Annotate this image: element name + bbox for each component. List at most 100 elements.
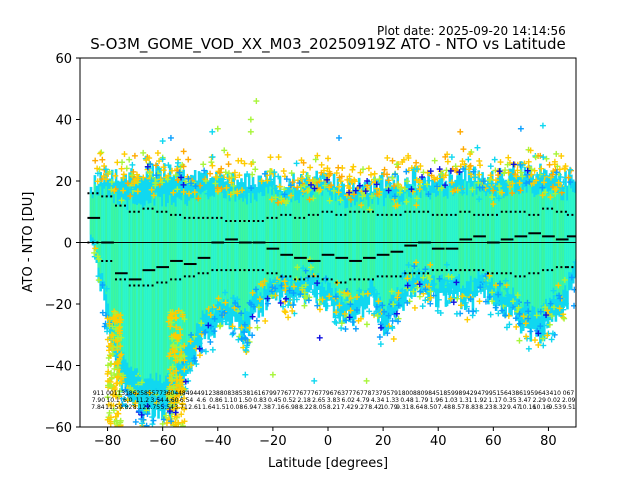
scatter-point [296,189,303,196]
scatter-point [127,186,134,193]
scatter-point [249,313,256,320]
scatter-point [357,169,364,176]
scatter-point [487,311,494,318]
scatter-point [502,312,509,319]
scatter-point [207,170,214,177]
scatter-point [118,165,125,172]
scatter-point [393,310,400,317]
bin-count-row2: 4.79 [356,397,370,404]
scatter-point [514,167,521,174]
scatter-point [180,188,187,195]
scatter-point [153,172,160,179]
scatter-point [117,417,124,424]
bin-count-row1: 7767 [349,390,364,397]
bin-count-row1: 6044 [167,390,182,397]
scatter-point [496,183,503,190]
scatter-point [527,147,534,154]
bin-count-row2: 0.52 [283,397,297,404]
bin-count-row1: 7796 [318,390,333,397]
scatter-point [121,361,128,368]
scatter-point [182,378,189,385]
bin-count-row1: 7873 [364,390,379,397]
scatter-point [222,169,229,176]
scatter-point [186,190,193,197]
scatter-point [173,404,180,411]
scatter-point [357,315,364,322]
scatter-point [561,276,568,283]
scatter-point [300,169,307,176]
scatter-point [356,182,363,189]
scatter-point [115,410,122,417]
bin-count-row2: 3.83 [327,397,341,404]
scatter-point [367,171,374,178]
scatter-point [489,289,496,296]
bin-count-row2: 1.17 [488,397,502,404]
scatter-point [495,291,502,298]
scatter-point [211,315,218,322]
scatter-point [336,302,343,309]
scatter-point [312,156,319,163]
scatter-point [108,375,115,382]
scatter-point [553,150,560,157]
scatter-point [461,161,468,168]
scatter-point [244,339,251,346]
scatter-point [248,185,255,192]
scatter-point [425,191,432,198]
scatter-point [553,169,560,176]
scatter-point [491,156,498,163]
scatter-point [154,402,161,409]
scatter-point [568,274,575,281]
bin-count-row2: 1.10 [224,397,238,404]
scatter-point [249,171,256,178]
scatter-point [219,318,226,325]
scatter-point [104,328,111,335]
scatter-point [335,189,342,196]
scatter-point [358,202,365,209]
scatter-point [544,307,551,314]
bin-count-row2: 4.34 [371,397,385,404]
scatter-point [515,304,522,311]
scatter-point [347,307,354,314]
scatter-point [506,321,513,328]
scatter-point [124,397,131,404]
scatter-point [174,177,181,184]
scatter-point [396,189,403,196]
scatter-point [537,323,544,330]
scatter-point [269,284,276,291]
scatter-point [314,280,321,287]
scatter-point [539,335,546,342]
scatter-point [543,312,550,319]
scatter-point [199,315,206,322]
scatter-point [533,312,540,319]
bin-count-row2: 3.54 [150,397,164,404]
scatter-point [170,384,177,391]
scatter-point [352,187,359,194]
scatter-point [547,300,554,307]
scatter-point [360,166,367,173]
scatter-point [476,298,483,305]
scatter-point [116,355,123,362]
scatter-point [479,184,486,191]
scatter-point [539,122,546,129]
scatter-point [556,292,563,299]
scatter-point [102,166,109,173]
scatter-point [453,310,460,317]
scatter-point [230,182,237,189]
scatter-point [517,169,524,176]
scatter-point [223,184,230,191]
scatter-point [173,324,180,331]
scatter-point [273,281,280,288]
scatter-point [255,304,262,311]
scatter-point [457,128,464,135]
scatter-point [567,179,574,186]
scatter-point [463,303,470,310]
scatter-point [117,404,124,411]
scatter-point [131,152,138,159]
scatter-point [109,332,116,339]
scatter-point [125,392,132,399]
scatter-point [298,175,305,182]
scatter-point [477,162,484,169]
scatter-point [103,312,110,319]
scatter-point [163,412,170,419]
